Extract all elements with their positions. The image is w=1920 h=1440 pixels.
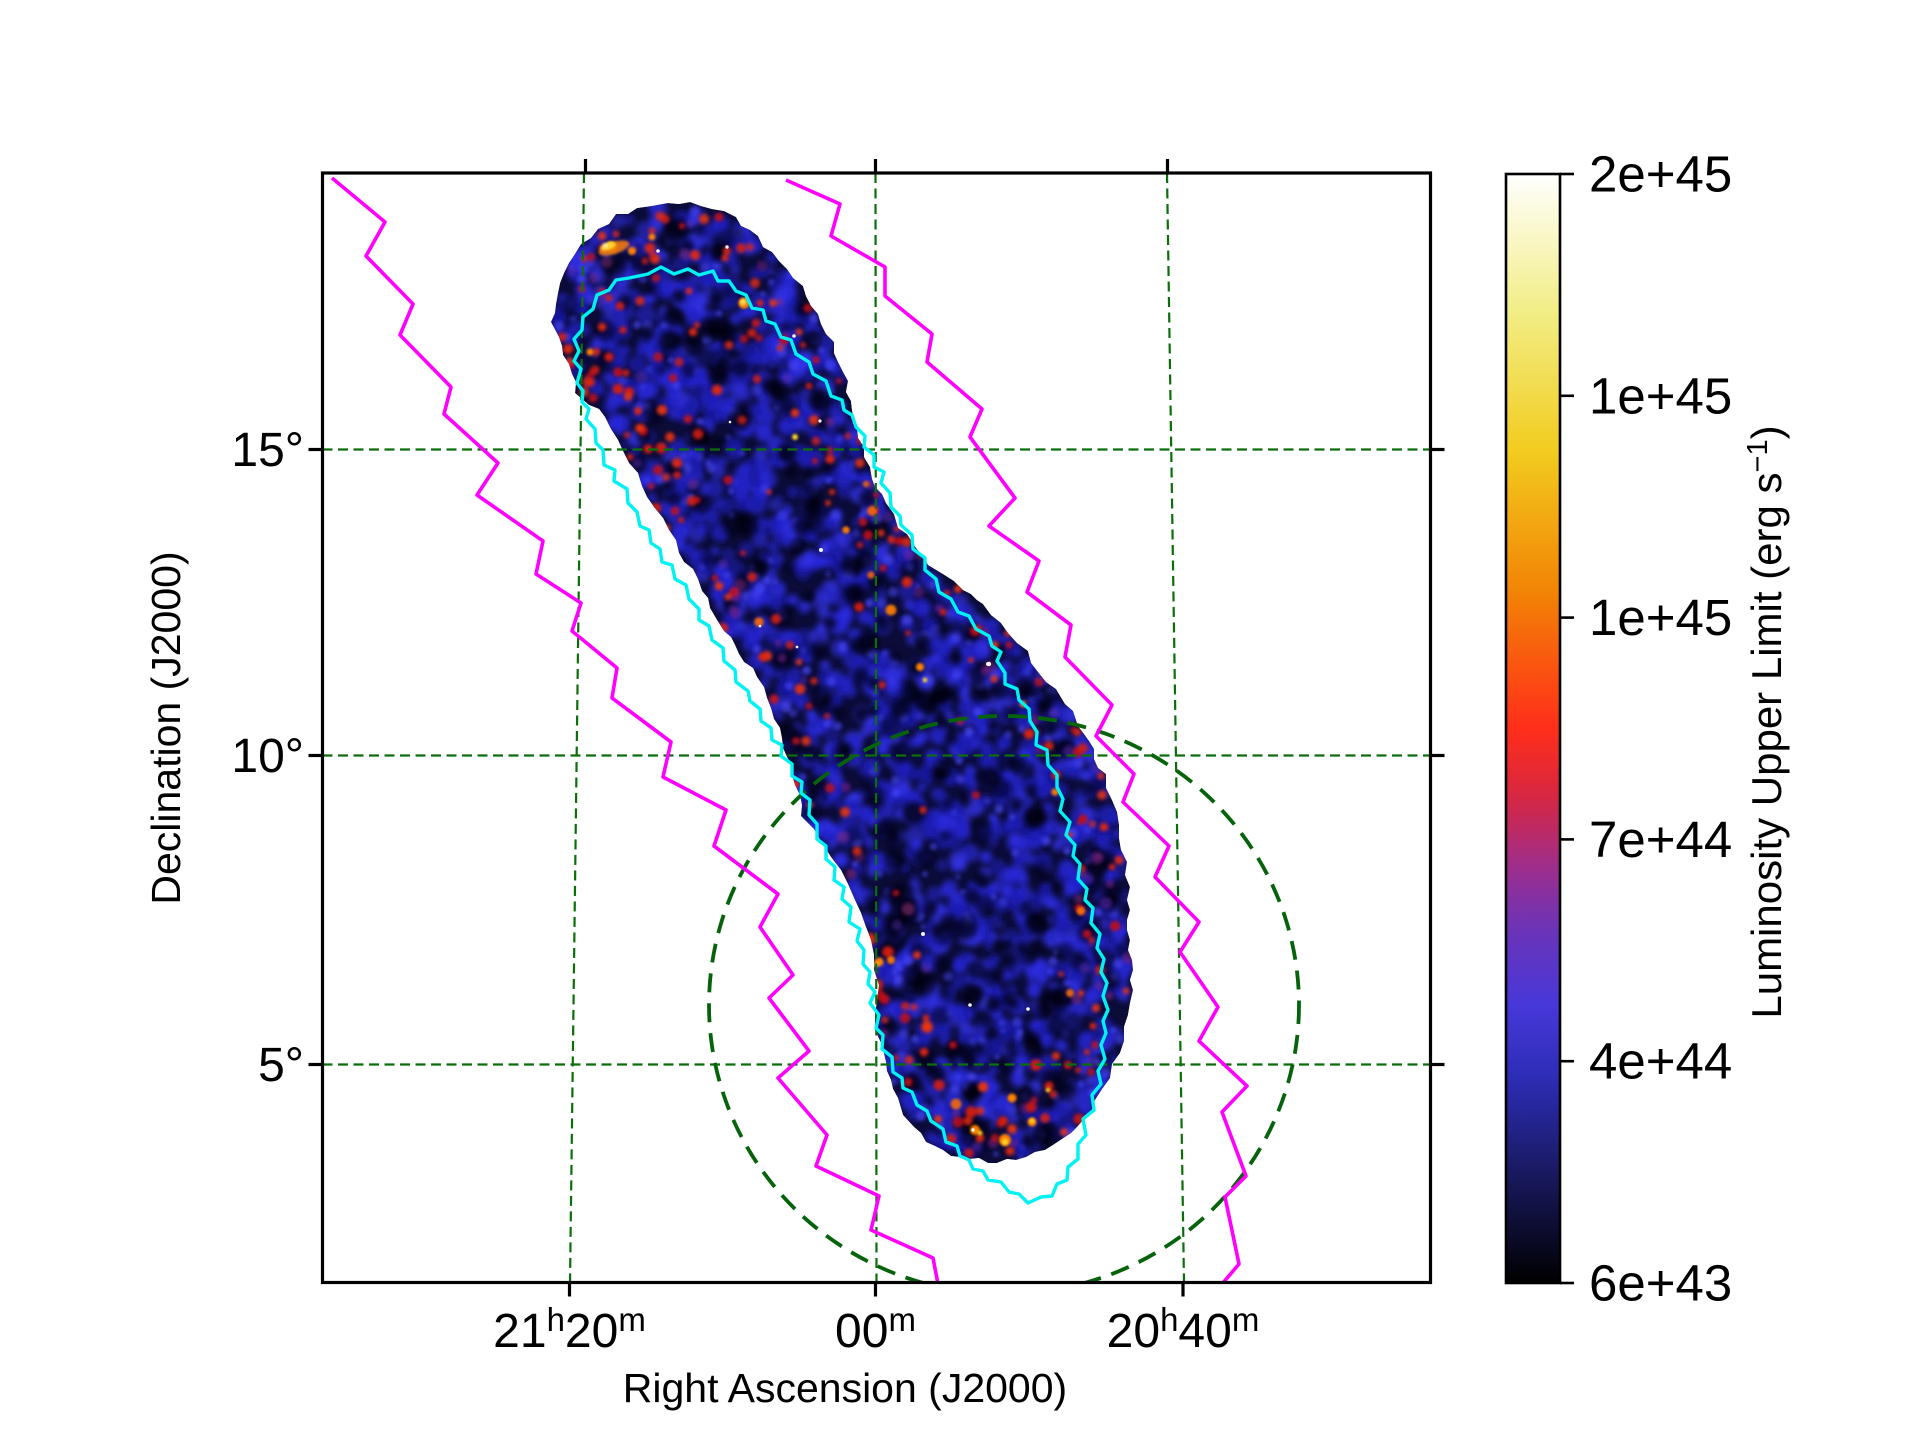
- svg-text:Luminosity Upper Limit (erg s−: Luminosity Upper Limit (erg s−1): [1742, 425, 1790, 1018]
- svg-text:Right Ascension (J2000): Right Ascension (J2000): [623, 1365, 1067, 1411]
- svg-text:5°: 5°: [258, 1039, 304, 1092]
- svg-text:4e+44: 4e+44: [1589, 1033, 1732, 1090]
- svg-text:6e+43: 6e+43: [1589, 1255, 1732, 1312]
- svg-text:20h40m: 20h40m: [1107, 1301, 1260, 1358]
- svg-text:2e+45: 2e+45: [1589, 146, 1732, 203]
- svg-text:7e+44: 7e+44: [1589, 811, 1732, 868]
- svg-text:Declination (J2000): Declination (J2000): [143, 551, 189, 904]
- svg-text:15°: 15°: [231, 424, 304, 477]
- svg-text:10°: 10°: [231, 730, 304, 783]
- svg-text:1e+45: 1e+45: [1589, 367, 1732, 424]
- svg-text:1e+45: 1e+45: [1589, 589, 1732, 646]
